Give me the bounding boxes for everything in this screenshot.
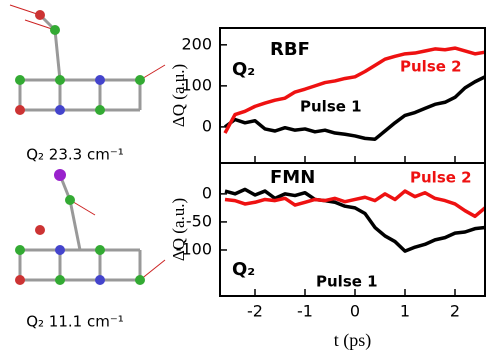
series-label: Pulse 2 bbox=[410, 169, 472, 187]
y-axis-label: ΔQ (a.u.) bbox=[169, 64, 188, 127]
y-tick-label: -50 bbox=[186, 211, 212, 230]
molecule-1 bbox=[10, 5, 165, 115]
x-tick-label: -1 bbox=[297, 302, 313, 321]
x-tick-label: -2 bbox=[247, 302, 263, 321]
annotation: Q₂ bbox=[232, 59, 255, 80]
x-tick-label: 2 bbox=[450, 302, 460, 321]
annotation: FMN bbox=[270, 167, 315, 188]
series-label: Pulse 1 bbox=[316, 273, 378, 291]
annotation: RBF bbox=[270, 39, 310, 60]
figure: Q₂ 23.3 cm⁻¹ Q₂ 11.1 cm⁻¹ 0 1 0 0 200 ΔQ (a.u… bbox=[0, 0, 487, 360]
line bbox=[225, 191, 485, 216]
molecule-label: Q₂ 11.1 cm⁻¹ bbox=[26, 313, 124, 331]
x-axis-label: t (ps) bbox=[334, 330, 372, 351]
y-tick-label: 0 bbox=[202, 183, 212, 202]
series-label: Pulse 2 bbox=[400, 58, 462, 76]
molecule-label: Q₂ 23.3 cm⁻¹ bbox=[26, 146, 124, 164]
molecule-2 bbox=[15, 169, 165, 285]
annotation: Q₂ bbox=[232, 259, 255, 280]
y-tick-label: 200 bbox=[181, 34, 212, 53]
y-axis-label: ΔQ (a.u.) bbox=[169, 198, 188, 261]
x-tick-label: 1 bbox=[400, 302, 410, 321]
y-tick-label: 0 bbox=[202, 116, 212, 135]
series-label: Pulse 1 bbox=[300, 98, 362, 116]
x-tick-label: 0 bbox=[350, 302, 360, 321]
